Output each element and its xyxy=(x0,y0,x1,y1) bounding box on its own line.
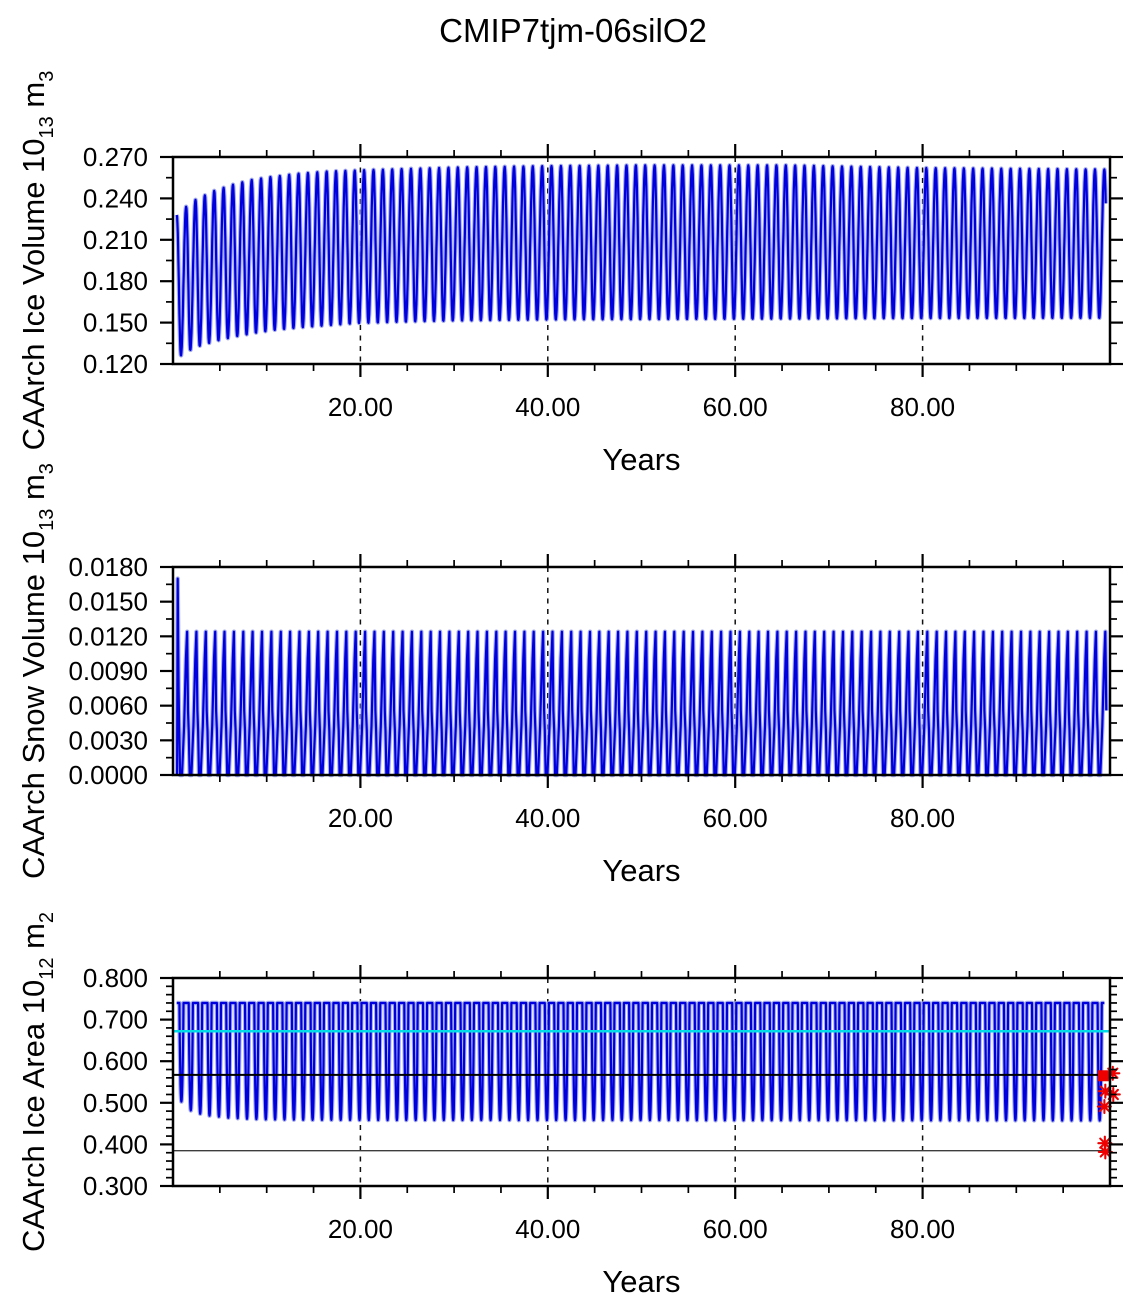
y-tick-label: 0.240 xyxy=(83,183,148,213)
x-axis-title: Years xyxy=(602,1264,680,1297)
series-line xyxy=(176,1001,1105,1122)
x-axis-title: Years xyxy=(602,442,680,477)
x-tick-label: 60.00 xyxy=(703,392,768,422)
y-axis-title: CAArch Snow Volume 1013 m3 xyxy=(16,463,58,879)
panel-ice-area: 20.00 40.00 60.00 80.00 0.300 0.400 0.500 0.600… xyxy=(16,912,1123,1299)
panel-snow-volume: 20.00 40.00 60.00 80.00 0.0000 0.0030 0.0060 0.… xyxy=(16,463,1123,888)
y-tick-label: 0.300 xyxy=(83,1171,148,1201)
y-tick-label: 0.0120 xyxy=(68,621,148,651)
x-tick-label: 80.00 xyxy=(890,1214,955,1244)
y-tick-label: 0.120 xyxy=(83,349,148,379)
x-tick-label: 20.00 xyxy=(328,392,393,422)
x-tick-label: 20.00 xyxy=(328,803,393,833)
y-tick-label: 0.400 xyxy=(83,1129,148,1159)
figure-title: CMIP7tjm-06silO2 xyxy=(439,12,707,49)
y-axis-title: CAArch Ice Volume 1013 m3 xyxy=(16,71,58,451)
y-tick-label: 0.210 xyxy=(83,225,148,255)
series-line xyxy=(175,164,1107,357)
y-axis-title: CAArch Ice Area 1012 m2 xyxy=(16,912,58,1252)
y-tick-label: 0.500 xyxy=(83,1088,148,1118)
x-tick-label: 60.00 xyxy=(703,1214,768,1244)
y-tick-label: 0.0030 xyxy=(68,725,148,755)
y-tick-label: 0.600 xyxy=(83,1046,148,1076)
y-tick-label: 0.700 xyxy=(83,1005,148,1035)
y-tick-label: 0.800 xyxy=(83,963,148,993)
x-tick-label: 40.00 xyxy=(515,392,580,422)
panel-ice-volume: 20.00 40.00 60.00 80.00 0.120 0.150 0.180 0.210… xyxy=(16,71,1123,477)
x-tick-label: 60.00 xyxy=(703,803,768,833)
x-tick-label: 40.00 xyxy=(515,1214,580,1244)
y-tick-label: 0.270 xyxy=(83,142,148,172)
x-tick-label: 80.00 xyxy=(890,392,955,422)
y-tick-label: 0.0060 xyxy=(68,691,148,721)
x-axis-title: Years xyxy=(602,853,680,888)
marker-square xyxy=(1097,1070,1109,1082)
y-tick-label: 0.0150 xyxy=(68,587,148,617)
y-tick-label: 0.150 xyxy=(83,308,148,338)
y-tick-label: 0.0090 xyxy=(68,656,148,686)
y-tick-label: 0.0000 xyxy=(68,760,148,790)
x-tick-label: 80.00 xyxy=(890,803,955,833)
y-tick-label: 0.0180 xyxy=(68,552,148,582)
x-tick-label: 40.00 xyxy=(515,803,580,833)
y-tick-label: 0.180 xyxy=(83,266,148,296)
x-tick-label: 20.00 xyxy=(328,1214,393,1244)
